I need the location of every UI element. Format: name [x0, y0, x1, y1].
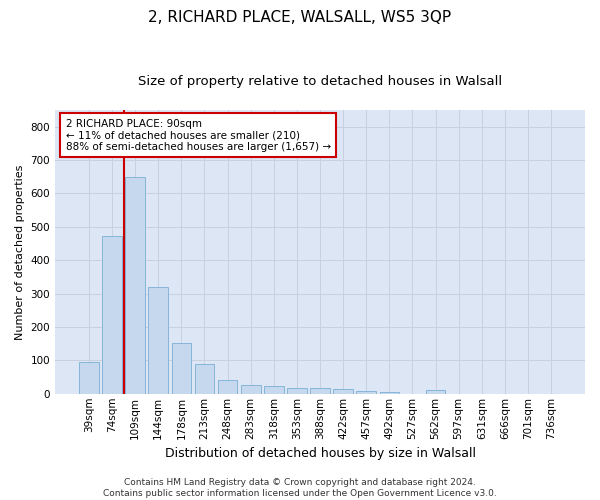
Bar [380, 392, 399, 394]
Bar [241, 385, 260, 394]
Bar [264, 386, 284, 394]
Bar [148, 287, 168, 394]
Bar [287, 388, 307, 394]
Bar [356, 391, 376, 394]
Bar [125, 178, 145, 394]
Bar [426, 390, 445, 394]
X-axis label: Distribution of detached houses by size in Walsall: Distribution of detached houses by size … [164, 447, 476, 460]
Bar [334, 389, 353, 394]
Bar [194, 364, 214, 394]
Bar [79, 362, 99, 394]
Bar [218, 380, 238, 394]
Title: Size of property relative to detached houses in Walsall: Size of property relative to detached ho… [138, 75, 502, 88]
Text: 2 RICHARD PLACE: 90sqm
← 11% of detached houses are smaller (210)
88% of semi-de: 2 RICHARD PLACE: 90sqm ← 11% of detached… [65, 118, 331, 152]
Text: Contains HM Land Registry data © Crown copyright and database right 2024.
Contai: Contains HM Land Registry data © Crown c… [103, 478, 497, 498]
Y-axis label: Number of detached properties: Number of detached properties [15, 164, 25, 340]
Bar [172, 343, 191, 394]
Text: 2, RICHARD PLACE, WALSALL, WS5 3QP: 2, RICHARD PLACE, WALSALL, WS5 3QP [148, 10, 452, 25]
Bar [102, 236, 122, 394]
Bar [310, 388, 330, 394]
